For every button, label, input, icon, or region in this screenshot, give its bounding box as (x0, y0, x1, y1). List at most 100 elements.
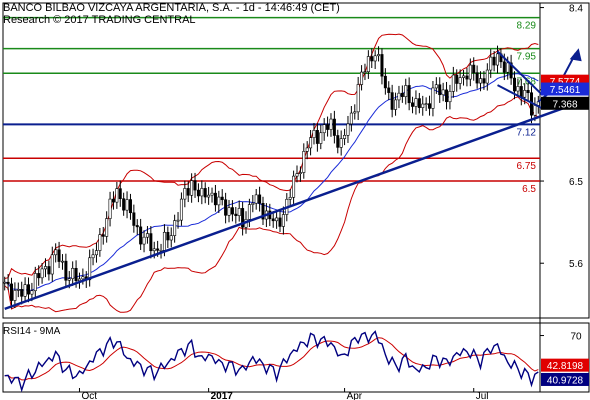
rsi-tag-box (541, 358, 589, 372)
price-candle (105, 211, 109, 243)
price-candle (298, 166, 302, 182)
price-candle (445, 81, 449, 110)
price-candle (363, 63, 367, 81)
price-candle (411, 96, 415, 114)
price-candle (523, 83, 527, 105)
price-candle (125, 191, 129, 219)
price-candle (196, 183, 200, 203)
price-candle (23, 277, 27, 302)
price-candle (190, 173, 194, 203)
price-candle (135, 219, 139, 235)
price-candle (179, 192, 183, 226)
rsi-tag-label: 42.8198 (547, 361, 584, 372)
price-candle (258, 186, 262, 212)
price-candle (326, 116, 330, 137)
price-candle (60, 254, 64, 270)
price-candle (64, 253, 68, 287)
price-candle (176, 212, 180, 229)
price-candle (516, 78, 520, 97)
level-label: 6.5 (522, 184, 536, 195)
price-candle (336, 129, 340, 154)
price-candle (37, 265, 41, 286)
rsi-tag-box (541, 372, 589, 386)
price-candle (485, 63, 489, 91)
price-candle (50, 246, 54, 282)
bollinger-lower-line (4, 96, 539, 313)
price-candle (220, 189, 224, 206)
price-candle (213, 184, 217, 212)
price-candle (101, 226, 105, 245)
price-candle (319, 124, 323, 150)
level-label: 7.68 (517, 76, 537, 87)
price-candle (462, 69, 466, 86)
price-candle (421, 95, 425, 116)
price-candle (472, 57, 476, 81)
price-candle (383, 68, 387, 95)
price-candle (254, 189, 258, 210)
price-candle (132, 204, 136, 233)
chart-title: BANCO BILBAO VIZCAYA ARGENTARIA, S.A. - … (3, 2, 340, 14)
price-candle (193, 172, 197, 198)
price-candle (482, 70, 486, 90)
price-candle (149, 226, 153, 259)
price-candle (448, 84, 452, 110)
price-candle (230, 200, 234, 222)
bollinger-upper-line (4, 33, 539, 279)
price-candle (122, 192, 126, 216)
level-label: 8.29 (517, 21, 537, 32)
price-candle (492, 50, 496, 72)
price-candle (98, 227, 102, 257)
price-candle (108, 191, 112, 227)
price-tag-box (541, 82, 589, 96)
price-candle (441, 82, 445, 102)
price-candle (13, 282, 17, 308)
price-candle (417, 92, 421, 114)
price-candle (455, 69, 459, 92)
wedge-lower-line (497, 84, 543, 109)
price-candle (217, 190, 221, 214)
price-candle (489, 49, 493, 78)
price-candle (295, 165, 299, 183)
price-candle (407, 77, 411, 111)
y-tick-label: 6.5 (569, 177, 583, 188)
price-candle (94, 242, 98, 263)
price-candle (404, 78, 408, 105)
rsi-tag-label: 40.9728 (547, 375, 584, 386)
price-candle (234, 206, 238, 224)
rsi-line (4, 330, 539, 393)
price-tag-label: 7.5461 (550, 85, 581, 96)
chart-copyright: Research © 2017 TRADING CENTRAL (3, 14, 196, 26)
price-candle (26, 277, 30, 303)
price-candle (186, 181, 190, 203)
price-candle (346, 115, 350, 143)
price-candle (173, 214, 177, 243)
price-candle (390, 84, 394, 118)
price-candle (377, 46, 381, 62)
price-candle (227, 199, 231, 223)
price-candle (43, 258, 47, 278)
rsi-panel-frame (2, 322, 590, 393)
price-candle (526, 82, 530, 100)
price-candle (118, 180, 122, 207)
price-candle (380, 48, 384, 85)
price-candle (54, 243, 58, 263)
price-candle (465, 67, 469, 87)
y-tick-label: 5.6 (569, 259, 583, 270)
price-candle (271, 211, 275, 228)
price-candle (183, 180, 187, 208)
price-candle (6, 274, 10, 291)
moving-average-line (4, 73, 539, 292)
price-candle (33, 266, 37, 298)
price-candle (356, 76, 360, 121)
price-candle (428, 95, 432, 116)
price-candle (128, 193, 132, 220)
price-candle (496, 45, 500, 74)
price-candle (203, 182, 207, 204)
price-candle (315, 123, 319, 152)
level-label: 7.12 (517, 127, 537, 138)
price-candle (349, 106, 353, 132)
price-candle (166, 226, 170, 248)
price-candle (16, 282, 20, 298)
price-candle (530, 86, 534, 124)
